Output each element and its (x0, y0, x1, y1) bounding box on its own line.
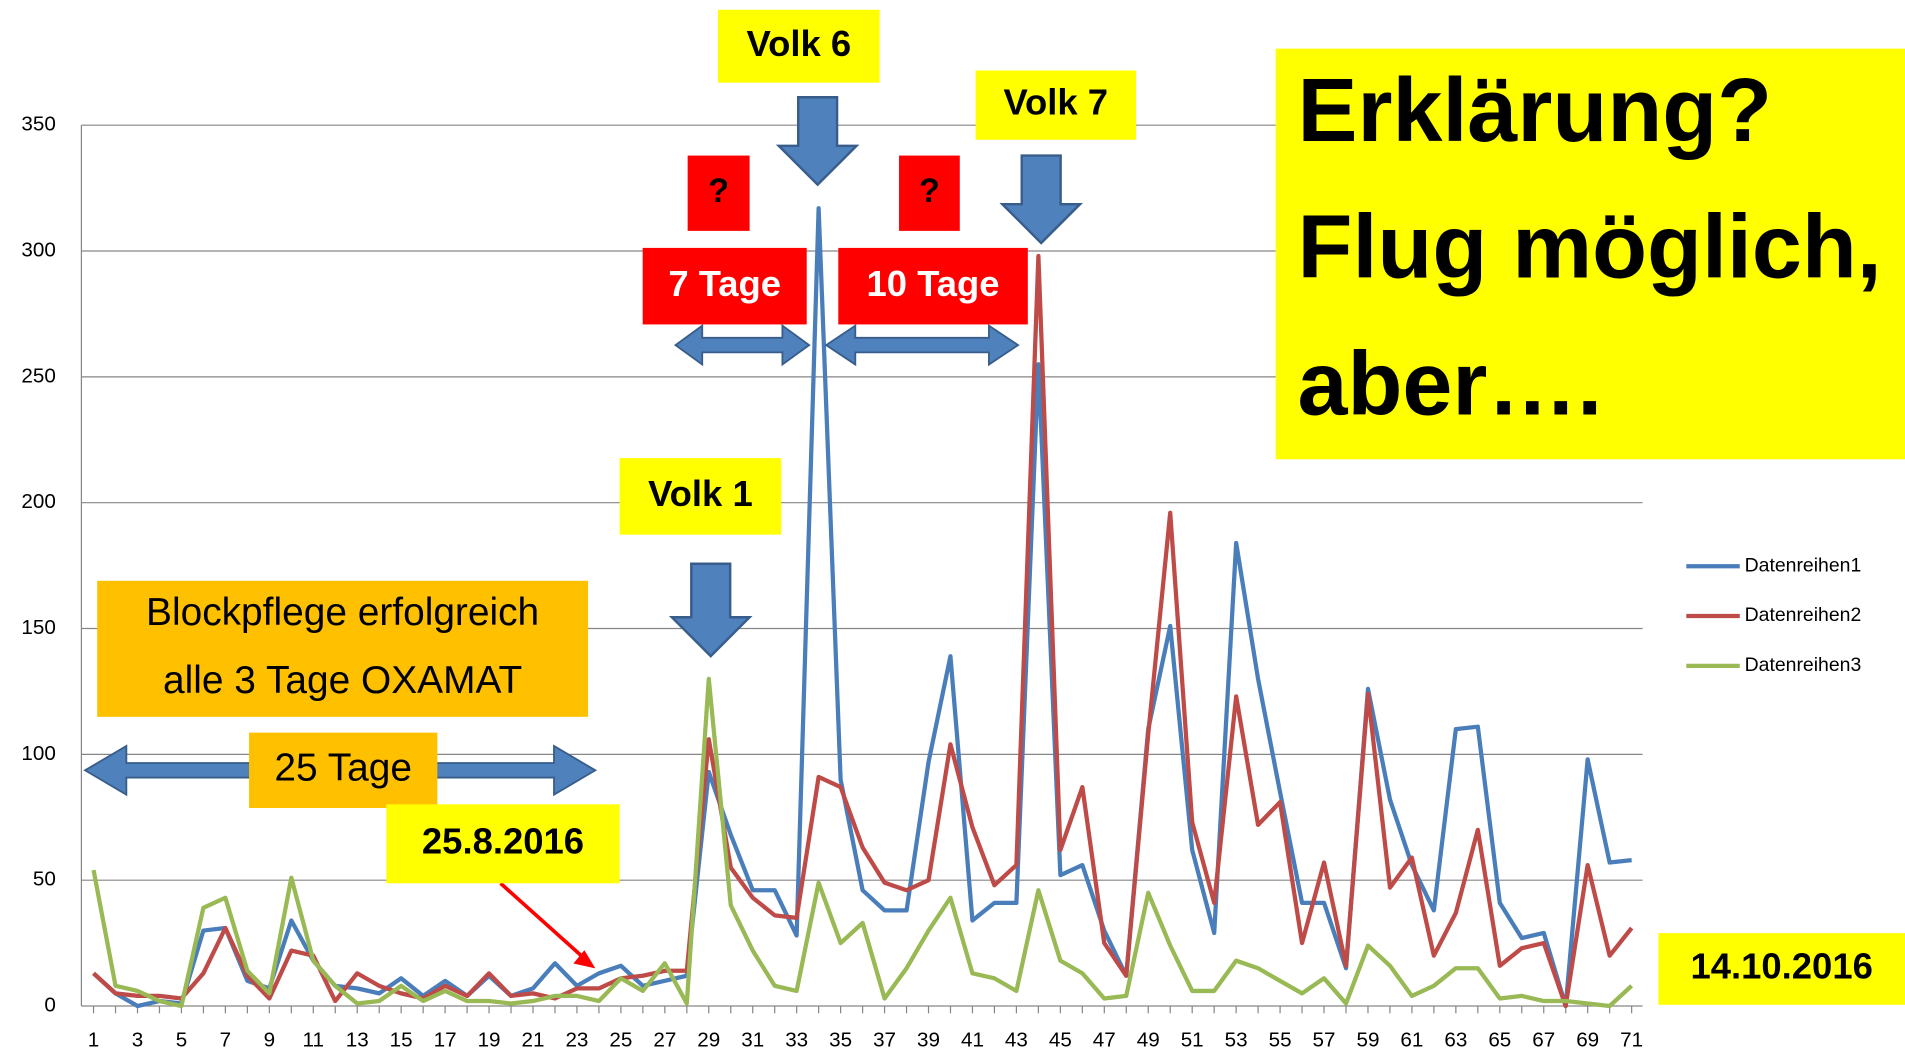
x-tick-label: 31 (741, 1029, 764, 1051)
y-tick-label: 200 (21, 490, 55, 513)
x-tick-label: 1 (88, 1029, 99, 1051)
x-tick-label: 59 (1356, 1029, 1379, 1051)
annotation-text: aber…. (1298, 335, 1603, 435)
x-tick-label: 33 (785, 1029, 808, 1051)
x-tick-label: 65 (1488, 1029, 1511, 1051)
y-tick-label: 300 (21, 238, 55, 261)
x-tick-label: 41 (961, 1029, 984, 1051)
y-tick-label: 50 (33, 868, 56, 891)
down-arrow (999, 154, 1084, 245)
annotation-text: 25 Tage (274, 747, 412, 790)
x-tick-label: 55 (1269, 1029, 1292, 1051)
y-tick-label: 350 (21, 113, 55, 136)
annotation-text: alle 3 Tage OXAMAT (163, 659, 522, 702)
x-tick-label: 25 (609, 1029, 632, 1051)
y-tick-label: 100 (21, 742, 55, 765)
series-line (91, 676, 1634, 1009)
annotation-text: 25.8.2016 (422, 820, 584, 861)
pointer-arrow-head (573, 950, 596, 969)
x-tick-label: 17 (434, 1029, 457, 1051)
x-tick-label: 3 (132, 1029, 143, 1051)
x-tick-label: 47 (1093, 1029, 1116, 1051)
y-tick-label: 150 (21, 616, 55, 639)
pointer-arrow (499, 881, 585, 959)
x-tick-label: 13 (346, 1029, 369, 1051)
annotation-box (642, 247, 807, 325)
annotation-box (687, 155, 750, 231)
x-tick-label: 9 (264, 1029, 275, 1051)
series-line (92, 253, 1634, 1009)
x-tick-label: 11 (303, 1029, 324, 1051)
annotation-text: 14.10.2016 (1690, 946, 1872, 987)
legend-label: Datenreihen3 (1745, 654, 1862, 676)
annotations: Volk 6 Volk 7? ? 7 Tage 10 Tage Volk 1 Blockpf… (97, 9, 1905, 1005)
x-tick-label: 71 (1620, 1029, 1643, 1051)
annotation-text: Blockpflege erfolgreich (146, 591, 539, 634)
annotation-box (1658, 933, 1905, 1005)
down-arrow (668, 562, 753, 658)
annotation-text: ? (919, 172, 940, 210)
annotation-text: Volk 6 (746, 23, 851, 64)
x-tick-label: 35 (829, 1029, 852, 1051)
x-tick-label: 43 (1005, 1029, 1028, 1051)
annotation-box (386, 804, 620, 884)
y-tick-label: 250 (21, 364, 55, 387)
x-tick-label: 21 (522, 1029, 545, 1051)
annotation-box (1275, 48, 1905, 460)
annotation-text: 10 Tage (867, 263, 1000, 304)
x-tick-label: 61 (1400, 1029, 1423, 1051)
annotation-box (619, 458, 782, 535)
x-tick-label: 57 (1313, 1029, 1336, 1051)
annotation-text: 7 Tage (668, 263, 781, 304)
annotation-text: Volk 7 (1003, 82, 1108, 123)
double-arrow (824, 323, 1020, 367)
x-tick-label: 5 (176, 1029, 187, 1051)
y-tick-label: 0 (44, 993, 55, 1016)
x-tick-label: 37 (873, 1029, 896, 1051)
x-tick-label: 69 (1576, 1029, 1599, 1051)
x-tick-label: 67 (1532, 1029, 1555, 1051)
x-tick-label: 29 (697, 1029, 720, 1051)
annotation-text: ? (708, 172, 729, 210)
x-tick-label: 53 (1225, 1029, 1248, 1051)
x-tick-label: 7 (220, 1029, 231, 1051)
x-tick-label: 51 (1181, 1029, 1204, 1051)
x-tick-label: 63 (1444, 1029, 1467, 1051)
annotation-box (899, 155, 960, 231)
annotation-text: Erklärung? (1298, 61, 1773, 161)
annotation-box (97, 580, 589, 717)
down-arrow (775, 96, 860, 187)
x-tick-label: 27 (653, 1029, 676, 1051)
annotation-box (838, 247, 1028, 325)
legend-label: Datenreihen1 (1745, 554, 1862, 576)
x-tick-label: 49 (1137, 1029, 1160, 1051)
annotation-text: Flug möglich, (1298, 198, 1882, 298)
annotation-box (249, 732, 438, 808)
annotation-box (975, 70, 1136, 140)
x-tick-label: 19 (478, 1029, 501, 1051)
legend-label: Datenreihen2 (1745, 604, 1862, 626)
x-tick-label: 45 (1049, 1029, 1072, 1051)
x-tick-label: 23 (565, 1029, 588, 1051)
series-line (92, 206, 1632, 1009)
double-arrow (673, 323, 811, 367)
annotation-text: Volk 1 (648, 473, 753, 514)
annotation-box (718, 9, 880, 83)
x-tick-label: 15 (390, 1029, 413, 1051)
x-tick-label: 39 (917, 1029, 940, 1051)
